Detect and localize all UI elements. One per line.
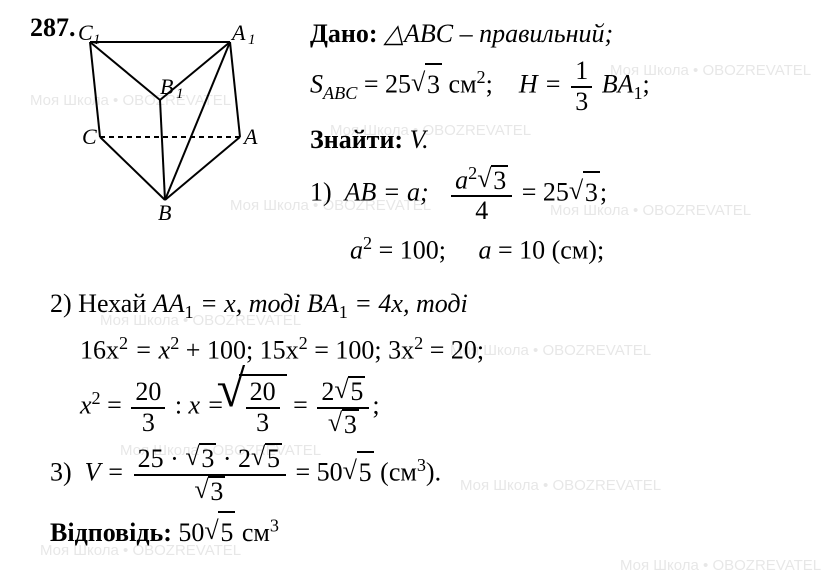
svg-text:A: A [242,124,258,149]
step2-line1: 2) Нехай AA1 = x, тоді BA1 = 4x, тоді [50,284,790,326]
watermark: Моя Школа • OBOZREVATEL [620,555,821,578]
prism-diagram: C1 A1 B1 C A B [60,22,270,222]
step3-line: 3) V = 25 · 3 · 25 3 = 505 (см3). [50,443,790,506]
svg-text:1: 1 [176,86,184,102]
find-line: Знайти: V. [310,120,800,159]
svg-text:1: 1 [93,32,101,48]
given-label: Дано: [310,19,378,48]
svg-text:B: B [160,74,173,99]
step2-line3: x2 = 203 : x = √203 = 25 3 ; [50,374,790,439]
right-column: Дано: △ABC – правильний; SABC = 253 см2;… [310,10,800,274]
svg-text:A: A [230,22,246,45]
svg-text:C: C [82,124,97,149]
given-line: Дано: △ABC – правильний; [310,14,800,53]
page: { "problem_number": "287.", "watermarks"… [0,0,829,585]
svg-text:C: C [78,22,93,45]
area-line: SABC = 253 см2; H = 13 BA1; [310,57,800,116]
svg-text:1: 1 [248,32,256,48]
answer-line: Відповідь: 505 см3 [50,511,790,552]
step2-line2: 16x2 = x2 + 100; 15x2 = 100; 3x2 = 20; [50,330,790,370]
lower-block: 2) Нехай AA1 = x, тоді BA1 = 4x, тоді 16… [50,280,790,556]
step1-line2: a2 = 100; aa = 10 (см); = 10 (см); [310,230,800,270]
step1-line1: 1) AB = a; a23 4 = 253; [310,163,800,226]
svg-text:B: B [158,200,171,222]
given-text: △ABC – правильний; [384,19,613,48]
